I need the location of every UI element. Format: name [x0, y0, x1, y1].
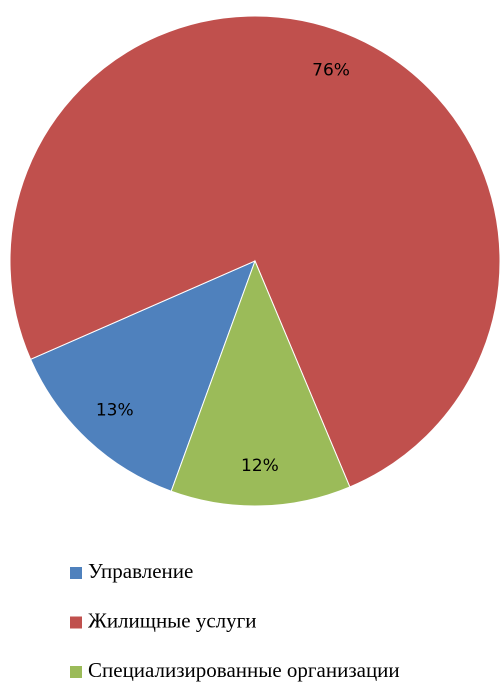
pie-slice: [29, 260, 256, 492]
legend-label: Управление: [88, 559, 193, 583]
data-label: 12%: [241, 456, 279, 476]
legend-swatch: [70, 666, 82, 678]
data-label: 76%: [312, 61, 350, 81]
pie-slice: [170, 259, 351, 507]
legend-swatch: [70, 616, 82, 629]
legend-label: Жилищные услуги: [88, 608, 257, 632]
pie-slice: [9, 15, 500, 488]
legend-swatch: [70, 567, 82, 579]
legend-label: Специализированные организации: [88, 658, 400, 682]
data-label: 13%: [96, 401, 134, 421]
